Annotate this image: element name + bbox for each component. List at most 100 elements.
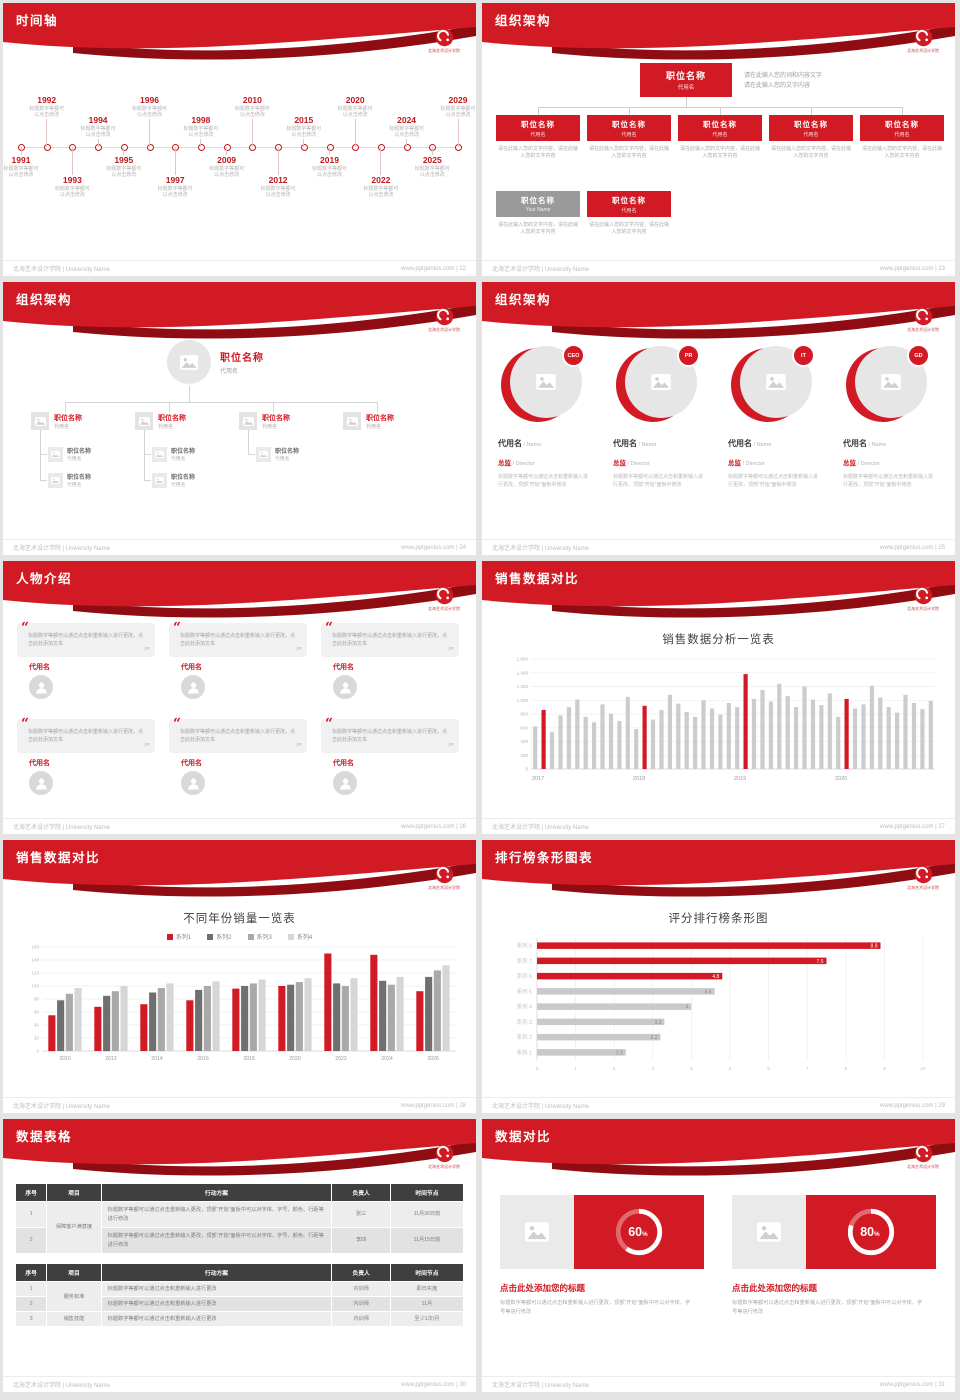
quote-bubble[interactable]: “ 标题数字等都可以通过点击和重新输入进行更改，点击此处添加文本 ” [17, 620, 155, 659]
org-root-node[interactable]: 职位名称 代用名 [167, 340, 264, 384]
timeline-dot[interactable] [352, 144, 360, 151]
timeline-event[interactable]: 2019 标题数字等都可 以点击修改 [303, 147, 357, 179]
person-card[interactable]: “ 标题数字等都可以通过点击和重新输入进行更改，点击此处添加文本 ” 代用名 [169, 716, 307, 795]
person-avatar[interactable] [333, 675, 357, 699]
org-subnode[interactable]: 职位名称 代用名 [152, 446, 195, 462]
timeline-dot[interactable] [197, 144, 205, 151]
timeline-event[interactable]: 2010 标题数字等都可 以点击修改 [225, 95, 279, 147]
org-node[interactable]: 职位名称 代用名 [135, 412, 186, 430]
person-avatar[interactable] [333, 771, 357, 795]
slide-ranking[interactable]: 北海艺术设计学院 排行榜条形图表 评分排行榜条形图 0 1 2 3 4 5 6 7 8 9 10 8.… [482, 840, 955, 1113]
image-placeholder[interactable] [732, 1195, 806, 1269]
timeline-dot[interactable] [249, 144, 257, 151]
person-avatar[interactable] [29, 771, 53, 795]
timeline-dot[interactable] [18, 144, 25, 151]
slide-sales-monthly[interactable]: 北海艺术设计学院 销售数据对比 销售数据分析一览表 0 200 400 600 800 1… [482, 561, 955, 834]
slide-sales-yearly[interactable]: 北海艺术设计学院 销售数据对比 不同年份销量一览表 系列1 系列2 系列3 系列4 0… [3, 840, 476, 1113]
timeline-event[interactable]: 2025 标题数字等都可 以点击修改 [405, 147, 459, 179]
slide-tables[interactable]: 北海艺术设计学院 数据表格 序号 项目 行动方案 负责人 时间节点 1 保障客户满意度 标题数… [3, 1119, 476, 1392]
kpi-card[interactable]: 80% 点击此处添加您的标题 标题数字等都可以通过点击和重新输入进行更改，顶部“… [732, 1195, 936, 1316]
org-box[interactable]: 职位名称 代用名 [587, 115, 671, 141]
quote-bubble[interactable]: “ 标题数字等都可以通过点击和重新输入进行更改，点击此处添加文本 ” [17, 716, 155, 755]
quote-bubble[interactable]: “ 标题数字等都可以通过点击和重新输入进行更改，点击此处添加文本 ” [169, 620, 307, 659]
timeline-dot[interactable] [377, 144, 385, 151]
org-root-box[interactable]: 职位名称 代用名 [640, 63, 732, 97]
person-card[interactable]: “ 标题数字等都可以通过点击和重新输入进行更改，点击此处添加文本 ” 代用名 [17, 620, 155, 699]
timeline-event[interactable]: 1997 标题数字等都可 以点击修改 [148, 147, 202, 199]
table-row[interactable]: 1 保障客户满意度 标题数字等都可以通过点击重新输入更改，顶部“开始”面板中可以对字… [14, 1201, 465, 1254]
timeline-event[interactable]: 2015 标题数字等都可 以点击修改 [277, 115, 331, 147]
org-subnode[interactable]: 职位名称 代用名 [256, 446, 299, 462]
image-placeholder[interactable] [500, 1195, 574, 1269]
slide-donuts[interactable]: 北海艺术设计学院 数据对比 60% 点击此处添加您的标题 标题数字等都可以通过点… [482, 1119, 955, 1392]
slide-people[interactable]: 北海艺术设计学院 人物介绍 “ 标题数字等都可以通过点击和重新输入进行更改，点击… [3, 561, 476, 834]
member-photo[interactable]: PR [616, 344, 700, 426]
timeline-dot[interactable] [43, 144, 51, 151]
legend-item[interactable]: 系列3 [247, 932, 272, 941]
member-photo[interactable]: GD [846, 344, 930, 426]
org-member-card[interactable]: GD 代用名 / Name 总监 / Director 标题数字等都可以通过点击… [841, 344, 947, 490]
member-photo[interactable]: IT [731, 344, 815, 426]
org-node[interactable]: 职位名称 代用名 [31, 412, 82, 430]
org-box[interactable]: 职位名称 Your Name [496, 191, 580, 217]
timeline-dot[interactable] [403, 144, 411, 151]
timeline-event[interactable]: 1993 标题数字等都可 以点击修改 [45, 147, 99, 199]
quote-bubble[interactable]: “ 标题数字等都可以通过点击和重新输入进行更改，点击此处添加文本 ” [169, 716, 307, 755]
org-member-card[interactable]: IT 代用名 / Name 总监 / Director 标题数字等都可以通过点击… [726, 344, 832, 490]
timeline-dot[interactable] [300, 144, 308, 151]
timeline-dot[interactable] [223, 144, 231, 151]
timeline-dot[interactable] [326, 144, 334, 151]
legend-item[interactable]: 系列1 [166, 932, 191, 941]
person-card[interactable]: “ 标题数字等都可以通过点击和重新输入进行更改，点击此处添加文本 ” 代用名 [321, 620, 459, 699]
timeline-event[interactable]: 2022 标题数字等都可 以点击修改 [354, 147, 408, 199]
org-node[interactable]: 职位名称 代用名 [239, 412, 290, 430]
org-box[interactable]: 职位名称 代用名 [860, 115, 944, 141]
org-box[interactable]: 职位名称 代用名 [678, 115, 762, 141]
org-member-card[interactable]: CEO 代用名 / Name 总监 / Director 标题数字等都可以通过点… [496, 344, 602, 490]
timeline-event[interactable]: 2012 标题数字等都可 以点击修改 [251, 147, 305, 199]
quote-bubble[interactable]: “ 标题数字等都可以通过点击和重新输入进行更改，点击此处添加文本 ” [321, 620, 459, 659]
timeline-event[interactable]: 2009 标题数字等都可 以点击修改 [200, 147, 254, 179]
org-box[interactable]: 职位名称 代用名 [496, 115, 580, 141]
org-box[interactable]: 职位名称 代用名 [587, 191, 671, 217]
timeline-dot[interactable] [275, 144, 283, 151]
legend-item[interactable]: 系列2 [207, 932, 232, 941]
timeline-dot[interactable] [95, 144, 103, 151]
person-card[interactable]: “ 标题数字等都可以通过点击和重新输入进行更改，点击此处添加文本 ” 代用名 [321, 716, 459, 795]
table-row[interactable]: 3 销售技能 标题数字等都可以通过点击和重新输入进行更改 内训师 至少1次/月 [14, 1311, 465, 1328]
timeline-event[interactable]: 1992 标题数字等都可 以点击修改 [20, 95, 74, 147]
table-row[interactable]: 1 服务标准 标题数字等都可以通过点击和重新输入进行更改 内训师 即日实施 [14, 1280, 465, 1313]
member-photo[interactable]: CEO [501, 344, 585, 426]
org-member-card[interactable]: PR 代用名 / Name 总监 / Director 标题数字等都可以通过点击… [611, 344, 717, 490]
org-node[interactable]: 职位名称 代用名 [343, 412, 394, 430]
timeline-event[interactable]: 1998 标题数字等都可 以点击修改 [174, 115, 228, 147]
timeline-event[interactable]: 2020 标题数字等都可 以点击修改 [328, 95, 382, 147]
slide-timeline[interactable]: 北海艺术设计学院 时间轴 1992 标题数字等都可 以点击修改 1994 标题数字… [3, 3, 476, 276]
person-avatar[interactable] [29, 675, 53, 699]
timeline-event[interactable]: 2024 标题数字等都可 以点击修改 [380, 115, 434, 147]
person-avatar[interactable] [181, 675, 205, 699]
slide-org-boxes[interactable]: 北海艺术设计学院 组织架构 职位名称 代用名 请在此输入您的词和内容文字 请在此输… [482, 3, 955, 276]
slide-org-tree[interactable]: 北海艺术设计学院 组织架构 职位名称 代用名 职位名称 代用名 职位名称 代用名… [3, 282, 476, 555]
kpi-card[interactable]: 60% 点击此处添加您的标题 标题数字等都可以通过点击和重新输入进行更改，顶部“… [500, 1195, 704, 1316]
person-card[interactable]: “ 标题数字等都可以通过点击和重新输入进行更改，点击此处添加文本 ” 代用名 [169, 620, 307, 699]
org-subnode[interactable]: 职位名称 代用名 [48, 446, 91, 462]
timeline-dot[interactable] [69, 144, 77, 151]
timeline-event[interactable]: 2029 标题数字等都可 以点击修改 [431, 95, 476, 147]
timeline-event[interactable]: 1991 标题数字等都可 以点击修改 [3, 147, 48, 179]
timeline-event[interactable]: 1996 标题数字等都可 以点击修改 [123, 95, 177, 147]
timeline-dot[interactable] [429, 144, 437, 151]
org-subnode[interactable]: 职位名称 代用名 [152, 472, 195, 488]
kpi-heading[interactable]: 点击此处添加您的标题 [732, 1283, 818, 1293]
legend-item[interactable]: 系列4 [287, 932, 312, 941]
kpi-heading[interactable]: 点击此处添加您的标题 [500, 1283, 586, 1293]
quote-bubble[interactable]: “ 标题数字等都可以通过点击和重新输入进行更改，点击此处添加文本 ” [321, 716, 459, 755]
timeline-dot[interactable] [172, 144, 180, 151]
org-subnode[interactable]: 职位名称 代用名 [48, 472, 91, 488]
table-row[interactable]: 2 标题数字等都可以通过点击重新输入更改，顶部“开始”面板中可以对字体、字号、颜色… [14, 1227, 465, 1254]
slide-org-circles[interactable]: 北海艺术设计学院 组织架构 CEO 代用名 / Name 总监 / Direct… [482, 282, 955, 555]
timeline-event[interactable]: 1995 标题数字等都可 以点击修改 [97, 147, 151, 179]
person-avatar[interactable] [181, 771, 205, 795]
root-avatar[interactable] [167, 340, 211, 384]
timeline-dot[interactable] [455, 144, 462, 151]
